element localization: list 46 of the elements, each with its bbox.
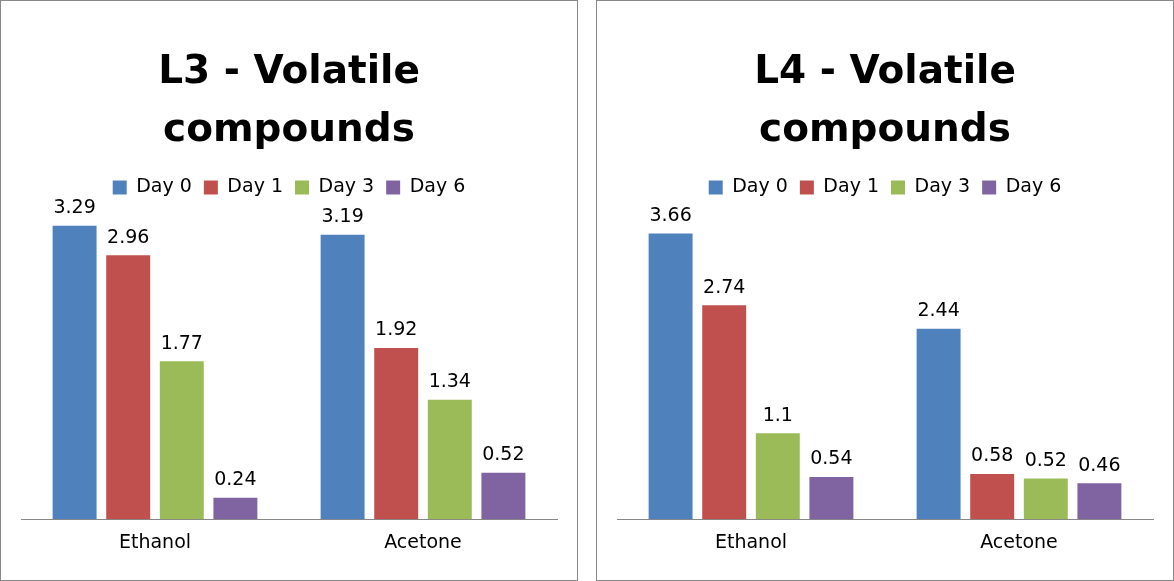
data-label: 0.52 (1024, 448, 1067, 471)
legend-label: Day 0 (732, 174, 788, 197)
bar (320, 234, 365, 520)
data-label: 0.54 (810, 446, 853, 469)
chart-title: L4 - Volatile compounds (753, 46, 1017, 152)
data-label: 3.66 (649, 202, 692, 225)
bar (755, 433, 800, 520)
bar (213, 497, 258, 520)
legend-label: Day 1 (823, 174, 880, 197)
data-label: 2.96 (107, 224, 150, 247)
data-label: 1.92 (375, 317, 418, 340)
data-label: 2.74 (703, 274, 746, 297)
data-label: 0.52 (482, 442, 525, 465)
legend-label: Day 6 (409, 174, 466, 197)
x-tick-label: Ethanol (714, 529, 788, 552)
data-label: 2.44 (917, 298, 960, 321)
bar (1077, 483, 1122, 520)
data-label: 0.58 (971, 443, 1014, 466)
bar (970, 473, 1015, 520)
x-tick-label: Acetone (384, 529, 462, 552)
data-label: 0.46 (1078, 452, 1121, 475)
bar (52, 225, 97, 520)
data-label: 1.1 (762, 402, 793, 425)
data-label: 1.77 (160, 330, 203, 353)
legend-label: Day 6 (1005, 174, 1062, 197)
legend-label: Day 1 (227, 174, 284, 197)
chart-title: L3 - Volatile compounds (157, 46, 421, 152)
bar (427, 399, 472, 520)
bar (481, 472, 526, 520)
bar (648, 233, 693, 520)
data-label: 3.19 (321, 204, 364, 227)
bar (1023, 478, 1068, 520)
bar (809, 477, 854, 520)
data-label: 1.34 (428, 369, 471, 392)
bar (374, 347, 419, 520)
bar (159, 361, 204, 520)
x-tick-label: Ethanol (118, 529, 192, 552)
bar (106, 255, 151, 520)
legend-label: Day 0 (136, 174, 192, 197)
legend-label: Day 3 (914, 174, 971, 197)
data-label: 3.29 (53, 195, 96, 218)
data-label: 0.24 (214, 467, 257, 490)
x-tick-label: Acetone (980, 529, 1058, 552)
bar (916, 328, 961, 520)
legend-label: Day 3 (318, 174, 375, 197)
bar (702, 305, 747, 520)
